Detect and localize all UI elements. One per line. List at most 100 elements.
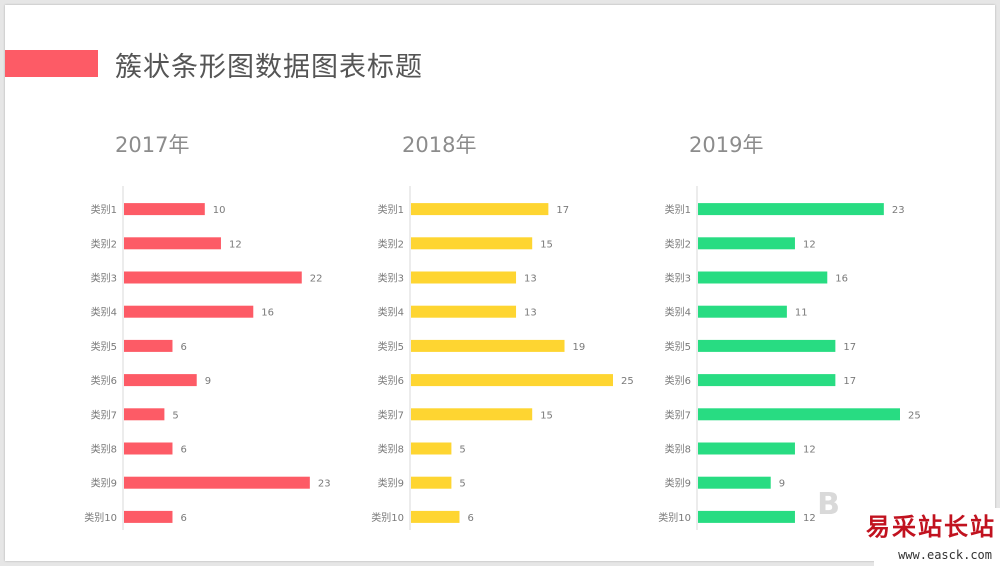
category-tick-label: 类别2 bbox=[378, 237, 404, 250]
data-label: 9 bbox=[779, 479, 785, 490]
data-label: 12 bbox=[803, 239, 816, 250]
bar bbox=[124, 374, 197, 387]
category-tick-label: 类别2 bbox=[665, 237, 691, 250]
data-label: 15 bbox=[540, 410, 553, 421]
category-tick-label: 类别5 bbox=[91, 340, 117, 353]
bar bbox=[124, 305, 254, 318]
category-tick-label: 类别1 bbox=[91, 203, 117, 216]
category-tick-label: 类别4 bbox=[378, 306, 404, 319]
category-tick-label: 类别8 bbox=[91, 443, 117, 456]
category-tick-label: 类别7 bbox=[378, 408, 404, 421]
chart-panel-2018: 2018年 类别1 17 类别2 15 类别3 13 类别4 13 类别5 19 类别6 25 类别7 1… bbox=[371, 115, 712, 545]
bar-chart-2017: 类别1 10 类别2 12 类别3 22 类别4 16 类别5 6 类别6 9 类别7 5 类别8 6 类别9 2… bbox=[84, 186, 331, 530]
data-label: 5 bbox=[459, 445, 465, 456]
title-accent-bar bbox=[5, 50, 98, 77]
bar bbox=[411, 374, 613, 387]
bar bbox=[698, 408, 900, 421]
category-tick-label: 类别10 bbox=[371, 511, 404, 524]
bar bbox=[411, 203, 549, 216]
data-label: 6 bbox=[180, 513, 186, 524]
data-label: 9 bbox=[205, 376, 211, 387]
category-tick-label: 类别4 bbox=[665, 306, 691, 319]
data-label: 15 bbox=[540, 239, 553, 250]
category-tick-label: 类别7 bbox=[91, 408, 117, 421]
bar bbox=[698, 203, 884, 216]
bar bbox=[411, 305, 517, 318]
category-tick-label: 类别3 bbox=[665, 272, 691, 285]
category-tick-label: 类别9 bbox=[665, 477, 691, 490]
data-label: 19 bbox=[573, 342, 586, 353]
bar bbox=[124, 408, 165, 421]
bar bbox=[124, 476, 310, 489]
page-title: 簇状条形图数据图表标题 bbox=[115, 52, 423, 83]
data-label: 6 bbox=[467, 513, 473, 524]
bar bbox=[698, 339, 836, 352]
bar bbox=[124, 510, 173, 523]
bar bbox=[411, 408, 533, 421]
data-label: 6 bbox=[180, 445, 186, 456]
bar bbox=[411, 510, 460, 523]
bar bbox=[411, 237, 533, 250]
category-tick-label: 类别1 bbox=[378, 203, 404, 216]
data-label: 17 bbox=[843, 342, 856, 353]
data-label: 13 bbox=[524, 274, 537, 285]
bar bbox=[698, 271, 828, 284]
data-label: 25 bbox=[908, 410, 921, 421]
bar bbox=[698, 305, 787, 318]
data-label: 17 bbox=[843, 376, 856, 387]
bar bbox=[698, 442, 795, 455]
chart-panel-2019: 2019年 类别1 23 类别2 12 类别3 16 类别4 11 类别5 17 类别6 17 类别7 2… bbox=[658, 115, 999, 545]
category-tick-label: 类别9 bbox=[378, 477, 404, 490]
data-label: 25 bbox=[621, 376, 634, 387]
bar bbox=[124, 203, 205, 216]
data-label: 12 bbox=[803, 513, 816, 524]
data-label: 12 bbox=[803, 445, 816, 456]
data-label: 10 bbox=[213, 205, 226, 216]
bar bbox=[124, 237, 221, 250]
category-tick-label: 类别3 bbox=[91, 272, 117, 285]
category-tick-label: 类别8 bbox=[378, 443, 404, 456]
data-label: 16 bbox=[261, 308, 274, 319]
slide: 簇状条形图数据图表标题 2017年 类别1 10 类别2 12 类别3 22 类别4 16 类别… bbox=[5, 5, 995, 561]
bar-chart-2019: 类别1 23 类别2 12 类别3 16 类别4 11 类别5 17 类别6 17 类别7 25 类别8 12… bbox=[658, 186, 921, 530]
category-tick-label: 类别4 bbox=[91, 306, 117, 319]
chart-panel-2017: 2017年 类别1 10 类别2 12 类别3 22 类别4 16 类别5 6 类别6 9 类别7 5 类别… bbox=[84, 115, 425, 545]
bar-chart-2018: 类别1 17 类别2 15 类别3 13 类别4 13 类别5 19 类别6 25 类别7 15 类别8 5 类… bbox=[371, 186, 634, 530]
chart-title: 2017年 bbox=[115, 133, 190, 157]
bar bbox=[124, 271, 302, 284]
data-label: 6 bbox=[180, 342, 186, 353]
bar bbox=[411, 271, 517, 284]
data-label: 16 bbox=[835, 274, 848, 285]
category-tick-label: 类别5 bbox=[378, 340, 404, 353]
bar bbox=[411, 476, 452, 489]
category-tick-label: 类别10 bbox=[84, 511, 117, 524]
watermark: 易采站长站 www.easck.com bbox=[866, 508, 1000, 566]
data-label: 23 bbox=[318, 479, 331, 490]
bar bbox=[698, 476, 771, 489]
category-tick-label: 类别6 bbox=[91, 374, 117, 387]
data-label: 17 bbox=[556, 205, 569, 216]
bar bbox=[698, 237, 795, 250]
category-tick-label: 类别6 bbox=[378, 374, 404, 387]
data-label: 22 bbox=[310, 274, 323, 285]
watermark-text: 易采站长站 bbox=[866, 512, 996, 541]
data-label: 13 bbox=[524, 308, 537, 319]
category-tick-label: 类别10 bbox=[658, 511, 691, 524]
data-label: 5 bbox=[459, 479, 465, 490]
category-tick-label: 类别6 bbox=[665, 374, 691, 387]
bar bbox=[698, 374, 836, 387]
data-label: 12 bbox=[229, 239, 242, 250]
category-tick-label: 类别3 bbox=[378, 272, 404, 285]
data-label: 5 bbox=[172, 410, 178, 421]
category-tick-label: 类别7 bbox=[665, 408, 691, 421]
category-tick-label: 类别1 bbox=[665, 203, 691, 216]
bar bbox=[124, 442, 173, 455]
chart-title: 2019年 bbox=[689, 133, 764, 157]
chart-title: 2018年 bbox=[402, 133, 477, 157]
data-label: 23 bbox=[892, 205, 905, 216]
category-tick-label: 类别9 bbox=[91, 477, 117, 490]
bar bbox=[124, 339, 173, 352]
category-tick-label: 类别5 bbox=[665, 340, 691, 353]
category-tick-label: 类别8 bbox=[665, 443, 691, 456]
bar bbox=[411, 339, 565, 352]
